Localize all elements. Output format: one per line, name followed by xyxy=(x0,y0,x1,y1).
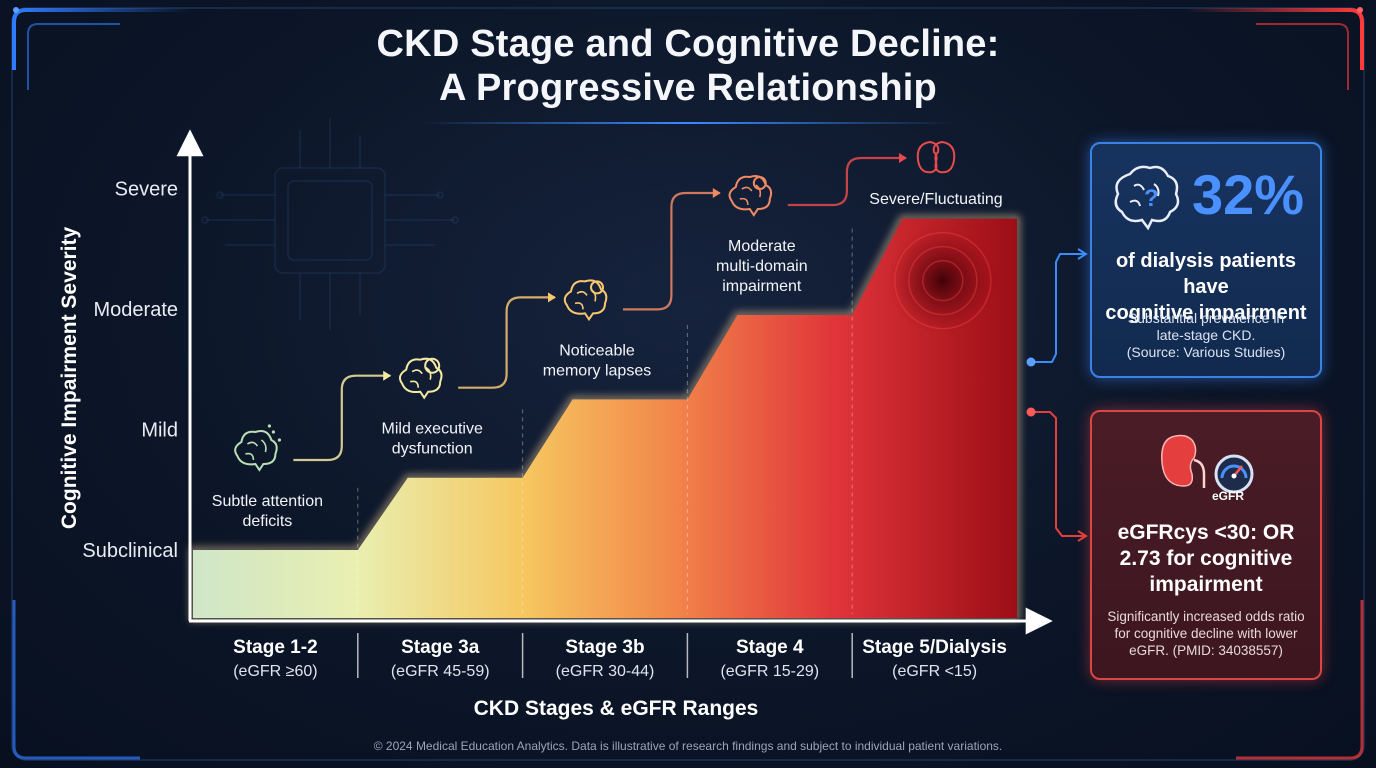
brain-outline xyxy=(398,357,443,400)
y-tick-label: Mild xyxy=(141,420,178,442)
connector-layer xyxy=(293,153,907,462)
severity-ring xyxy=(922,259,964,302)
progression-arrow xyxy=(787,156,906,207)
progression-arrowhead xyxy=(712,188,721,199)
stat-subtext-line: Substantial prevalence in xyxy=(1127,310,1285,326)
title-line-2: A Progressive Relationship xyxy=(439,67,937,109)
odds-subtext-line: for cognitive decline with lower xyxy=(1114,626,1298,641)
stage-annotation: impairment xyxy=(722,278,802,295)
y-tick-label: Severe xyxy=(115,179,178,201)
stage-name-label: Stage 3b xyxy=(565,637,644,658)
severity-ring xyxy=(908,245,978,316)
footer-note: © 2024 Medical Education Analytics. Data… xyxy=(373,739,1003,753)
axis-layer xyxy=(176,129,1053,635)
title-line-1: CKD Stage and Cognitive Decline: xyxy=(376,23,1000,65)
stat-percent: 32% xyxy=(1192,163,1305,226)
sparkle-dot xyxy=(267,424,271,428)
stage-annotation: Subtle attention xyxy=(212,493,323,510)
odds-subtext-line: eGFR. (PMID: 34038557) xyxy=(1129,643,1283,658)
label-layer: Subclinical Mild Moderate Severe Cognitive I… xyxy=(58,179,1007,721)
odds-headline: eGFRcys <30: OR 2.73 for cognitive impai… xyxy=(1098,520,1314,598)
stage-egfr-label: (eGFR 45-59) xyxy=(391,663,490,680)
kidney-right xyxy=(932,140,956,174)
brain-gear-icon xyxy=(398,357,443,400)
y-tick-label: Subclinical xyxy=(82,540,178,562)
stage-egfr-label: (eGFR <15) xyxy=(892,663,977,680)
stage-egfr-label: (eGFR ≥60) xyxy=(233,663,317,680)
y-axis-title: Cognitive Impairment Severity xyxy=(58,227,81,530)
odds-subtext: Significantly increased odds ratio for c… xyxy=(1098,608,1314,659)
stat-headline-line: cognitive impairment xyxy=(1105,302,1307,324)
progression-arrowhead xyxy=(383,370,392,381)
brain-outline xyxy=(728,175,773,217)
stage-name-label: Stage 3a xyxy=(401,637,480,658)
stat-subtext: Substantial prevalence in late-stage CKD… xyxy=(1098,310,1314,361)
stage-egfr-label: (eGFR 30-44) xyxy=(556,663,655,680)
progression-arrow xyxy=(623,191,720,311)
odds-headline-line: eGFRcys <30: OR xyxy=(1117,521,1295,544)
brain-sparkle-icon xyxy=(234,424,281,472)
gear-ring xyxy=(424,357,441,374)
sparkle-dot xyxy=(277,438,281,442)
egfr-badge: eGFR xyxy=(1212,489,1245,503)
alert-ring xyxy=(590,280,604,295)
stage-name-label: Stage 1-2 xyxy=(233,637,317,658)
brain-fold xyxy=(245,439,267,461)
stage-annotation: dysfunction xyxy=(392,441,473,458)
severity-area xyxy=(193,218,1017,618)
stage-annotation: Noticeable xyxy=(559,342,635,359)
stat-subtext-line: (Source: Various Studies) xyxy=(1126,344,1286,360)
title-underline xyxy=(420,122,956,124)
brain-question-icon: ? xyxy=(1114,165,1180,231)
y-tick-label: Moderate xyxy=(94,299,179,321)
stage-name-label: Stage 4 xyxy=(736,637,804,658)
kidney-icon xyxy=(916,140,956,174)
dialysis-stat-card: ? 32% of dialysis patients have cognitiv… xyxy=(1090,142,1322,378)
stage-annotation: multi-domain xyxy=(716,258,808,275)
progression-arrow xyxy=(458,296,555,389)
progression-arrow xyxy=(293,374,391,462)
brain-question-icon xyxy=(728,175,773,217)
odds-ratio-card: eGFR eGFRcys <30: OR 2.73 for cognitive … xyxy=(1090,410,1322,680)
severity-ring xyxy=(894,231,992,330)
annotation-layer: Subtle attention deficits Mild executive dy… xyxy=(212,140,1003,530)
svg-text:?: ? xyxy=(1144,185,1159,212)
brain-outline xyxy=(234,430,278,472)
stage-annotation: Moderate xyxy=(728,238,796,255)
chart-title: CKD Stage and Cognitive Decline: A Progr… xyxy=(238,22,1138,110)
stat-headline: of dialysis patients have cognitive impa… xyxy=(1098,248,1314,326)
progression-arrowhead xyxy=(548,292,556,303)
stage-egfr-label: (eGFR 15-29) xyxy=(720,663,819,680)
brain-outline xyxy=(563,279,608,322)
stage-annotation: deficits xyxy=(243,513,293,530)
kidney-gauge-icon xyxy=(1161,434,1254,494)
severity-spot xyxy=(887,225,998,336)
stat-headline-line: of dialysis patients have xyxy=(1115,250,1297,298)
progression-arrowhead xyxy=(899,153,907,163)
stat-subtext-line: late-stage CKD. xyxy=(1156,327,1256,343)
odds-subtext-line: Significantly increased odds ratio xyxy=(1107,609,1305,624)
stage-annotation: Severe/Fluctuating xyxy=(869,191,1002,208)
odds-headline-line: impairment xyxy=(1149,573,1263,596)
x-axis-title: CKD Stages & eGFR Ranges xyxy=(474,697,759,720)
stage-name-label: Stage 5/Dialysis xyxy=(862,637,1007,658)
stage-annotation: memory lapses xyxy=(543,362,651,379)
question-ring xyxy=(752,176,767,191)
brain-alert-icon xyxy=(563,279,608,322)
area-layer xyxy=(190,215,1020,621)
odds-headline-line: 2.73 for cognitive xyxy=(1119,547,1293,570)
sparkle-dot xyxy=(271,430,275,434)
stage-annotation: Mild executive xyxy=(382,421,483,438)
